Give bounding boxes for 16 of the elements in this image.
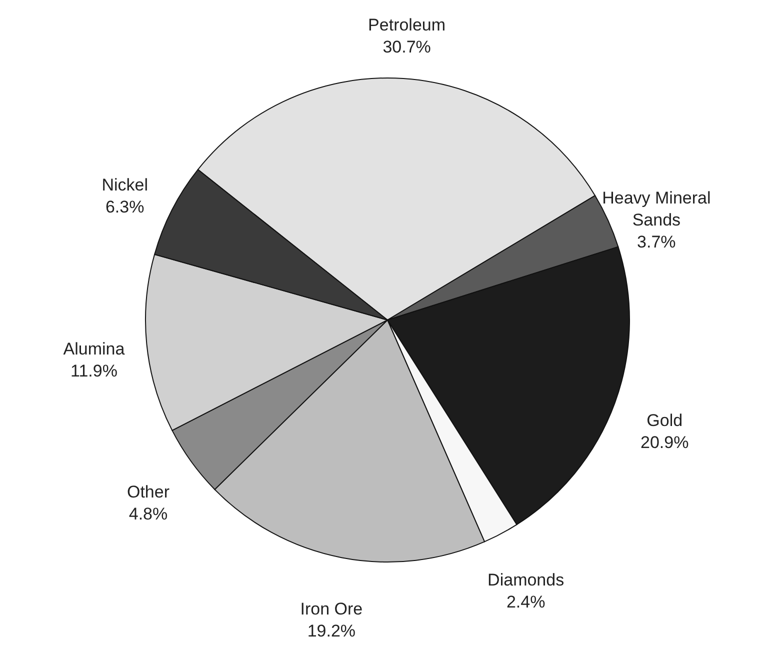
data-label: 11.9% bbox=[70, 361, 118, 380]
slice-label: Gold bbox=[646, 411, 683, 430]
slice-label: Alumina bbox=[63, 339, 126, 358]
data-label: 20.9% bbox=[640, 433, 689, 452]
data-label: 19.2% bbox=[307, 622, 356, 641]
slice-label: Other bbox=[126, 482, 170, 502]
data-label: 2.4% bbox=[506, 592, 546, 612]
slice-label: Iron Ore bbox=[300, 600, 363, 619]
slice-label: Heavy Mineral Sands bbox=[602, 188, 711, 230]
slice-label: Diamonds bbox=[488, 570, 564, 590]
data-label: 3.7% bbox=[637, 232, 676, 252]
slice-label: Nickel bbox=[102, 176, 148, 195]
data-label: 30.7% bbox=[382, 38, 431, 57]
slice-label: Petroleum bbox=[368, 16, 446, 35]
data-label: 4.8% bbox=[128, 504, 168, 524]
data-label: 6.3% bbox=[105, 198, 144, 217]
